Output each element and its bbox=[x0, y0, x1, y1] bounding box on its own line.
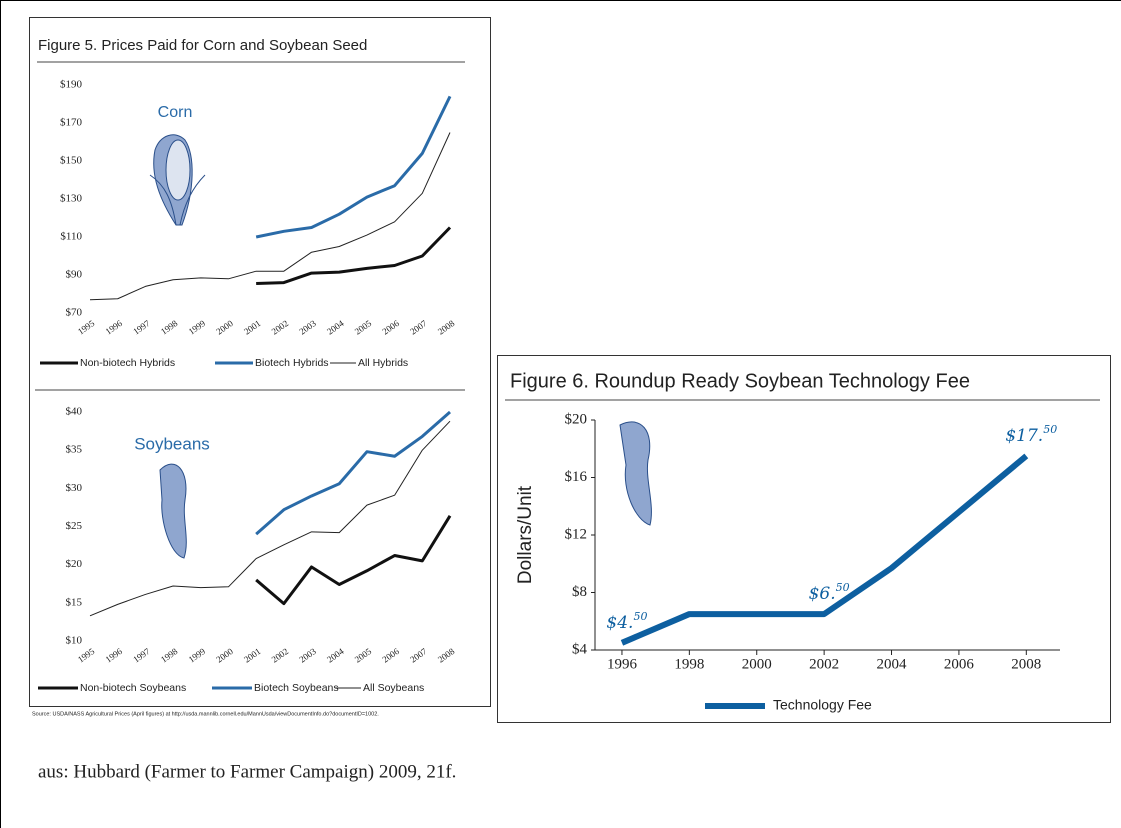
x-tick-label: 2000 bbox=[742, 656, 772, 672]
x-tick-label: 2007 bbox=[408, 646, 429, 665]
corn-icon bbox=[150, 135, 205, 225]
x-tick-label: 2006 bbox=[944, 656, 975, 672]
x-tick-label: 1998 bbox=[159, 318, 180, 337]
line bbox=[90, 133, 450, 300]
page-border bbox=[1, 1, 1121, 828]
legend-label: All Hybrids bbox=[358, 357, 408, 369]
legend-label: Biotech Soybeans bbox=[254, 682, 339, 694]
y-tick-label: $30 bbox=[66, 482, 83, 494]
value-label: $17.50 bbox=[1005, 423, 1057, 446]
x-tick-label: 1999 bbox=[187, 646, 208, 665]
line bbox=[622, 456, 1026, 643]
y-tick-label: $25 bbox=[66, 520, 83, 532]
x-tick-label: 2004 bbox=[325, 646, 346, 665]
chart-title: Figure 5. Prices Paid for Corn and Soybe… bbox=[38, 37, 367, 54]
soybean-icon bbox=[620, 422, 651, 525]
x-tick-label: 2002 bbox=[809, 656, 839, 672]
x-tick-label: 2008 bbox=[436, 646, 457, 665]
x-tick-label: 1997 bbox=[131, 646, 152, 665]
annotation: Soybeans bbox=[134, 434, 210, 453]
x-tick-label: 2007 bbox=[408, 318, 429, 337]
x-tick-label: 2001 bbox=[242, 646, 262, 665]
y-tick-label: $110 bbox=[60, 231, 82, 243]
x-tick-label: 1999 bbox=[187, 318, 208, 337]
x-tick-label: 2006 bbox=[380, 646, 401, 665]
x-tick-label: 1996 bbox=[607, 656, 638, 672]
chart-title: Figure 6. Roundup Ready Soybean Technolo… bbox=[510, 370, 970, 392]
y-axis-label: Dollars/Unit bbox=[515, 485, 536, 584]
x-tick-label: 2003 bbox=[297, 318, 318, 337]
y-tick-label: $15 bbox=[66, 596, 83, 608]
x-tick-label: 2006 bbox=[380, 318, 401, 337]
x-tick-label: 2008 bbox=[1011, 656, 1041, 672]
y-tick-label: $170 bbox=[60, 117, 83, 129]
y-tick-label: $8 bbox=[572, 584, 587, 600]
y-tick-label: $20 bbox=[66, 558, 83, 570]
legend-label: Technology Fee bbox=[773, 697, 872, 713]
x-tick-label: 2002 bbox=[270, 318, 290, 337]
legend-label: Biotech Hybrids bbox=[255, 357, 329, 369]
y-tick-label: $130 bbox=[60, 193, 83, 205]
y-tick-label: $150 bbox=[60, 155, 83, 167]
x-tick-label: 2003 bbox=[297, 646, 318, 665]
x-tick-label: 2005 bbox=[353, 318, 374, 337]
line bbox=[256, 516, 450, 604]
legend-label: Non-biotech Soybeans bbox=[80, 682, 186, 694]
x-tick-label: 2004 bbox=[325, 318, 346, 337]
x-tick-label: 1997 bbox=[131, 318, 152, 337]
x-tick-label: 1995 bbox=[76, 318, 97, 337]
y-tick-label: $20 bbox=[565, 411, 588, 427]
y-tick-label: $10 bbox=[66, 635, 83, 647]
x-tick-label: 1996 bbox=[104, 646, 125, 665]
y-tick-label: $16 bbox=[565, 469, 588, 485]
x-tick-label: 2004 bbox=[877, 656, 908, 672]
x-tick-label: 2005 bbox=[353, 646, 374, 665]
y-tick-label: $4 bbox=[572, 641, 588, 657]
legend-label: All Soybeans bbox=[363, 682, 424, 694]
annotation: Corn bbox=[158, 104, 193, 121]
x-tick-label: 2000 bbox=[214, 646, 235, 665]
source: Source: USDA/NASS Agricultural Prices (A… bbox=[32, 711, 379, 717]
x-tick-label: 1998 bbox=[159, 646, 180, 665]
x-tick-label: 2000 bbox=[214, 318, 235, 337]
caption: aus: Hubbard (Farmer to Farmer Campaign)… bbox=[38, 761, 456, 782]
line bbox=[256, 96, 450, 237]
soybean-icon bbox=[160, 464, 186, 558]
x-tick-label: 2002 bbox=[270, 646, 290, 665]
y-tick-label: $70 bbox=[66, 307, 83, 319]
value-label: $4.50 bbox=[606, 610, 647, 633]
y-tick-label: $190 bbox=[60, 79, 83, 91]
x-tick-label: 1998 bbox=[674, 656, 704, 672]
page: aus: Hubbard (Farmer to Farmer Campaign)… bbox=[0, 0, 1121, 828]
x-tick-label: 2001 bbox=[242, 318, 262, 337]
x-tick-label: 2008 bbox=[436, 318, 457, 337]
y-tick-label: $12 bbox=[565, 526, 588, 542]
legend-label: Non-biotech Hybrids bbox=[80, 357, 175, 369]
y-tick-label: $35 bbox=[66, 444, 83, 456]
x-tick-label: 1996 bbox=[104, 318, 125, 337]
line bbox=[256, 228, 450, 284]
x-tick-label: 1995 bbox=[76, 646, 97, 665]
y-tick-label: $90 bbox=[66, 269, 83, 281]
y-tick-label: $40 bbox=[66, 406, 83, 418]
line bbox=[256, 412, 450, 534]
